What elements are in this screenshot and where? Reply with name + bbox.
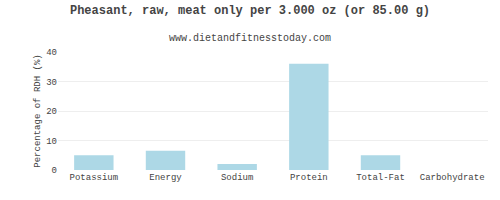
svg-text:Protein: Protein	[290, 173, 328, 183]
svg-text:40: 40	[46, 48, 57, 58]
svg-text:20: 20	[46, 107, 57, 117]
svg-text:0: 0	[52, 166, 57, 176]
svg-text:Carbohydrate: Carbohydrate	[420, 173, 485, 183]
svg-text:Potassium: Potassium	[70, 173, 119, 183]
svg-text:30: 30	[46, 78, 57, 88]
svg-text:Pheasant, raw, meat only per 3: Pheasant, raw, meat only per 3.000 oz (o…	[70, 4, 430, 18]
svg-text:www.dietandfitnesstoday.com: www.dietandfitnesstoday.com	[169, 33, 331, 44]
svg-text:Total-Fat: Total-Fat	[356, 173, 405, 183]
svg-text:Percentage of RDH (%): Percentage of RDH (%)	[33, 54, 43, 167]
svg-text:Energy: Energy	[149, 173, 182, 183]
svg-text:10: 10	[46, 137, 57, 147]
svg-text:Sodium: Sodium	[221, 173, 253, 183]
